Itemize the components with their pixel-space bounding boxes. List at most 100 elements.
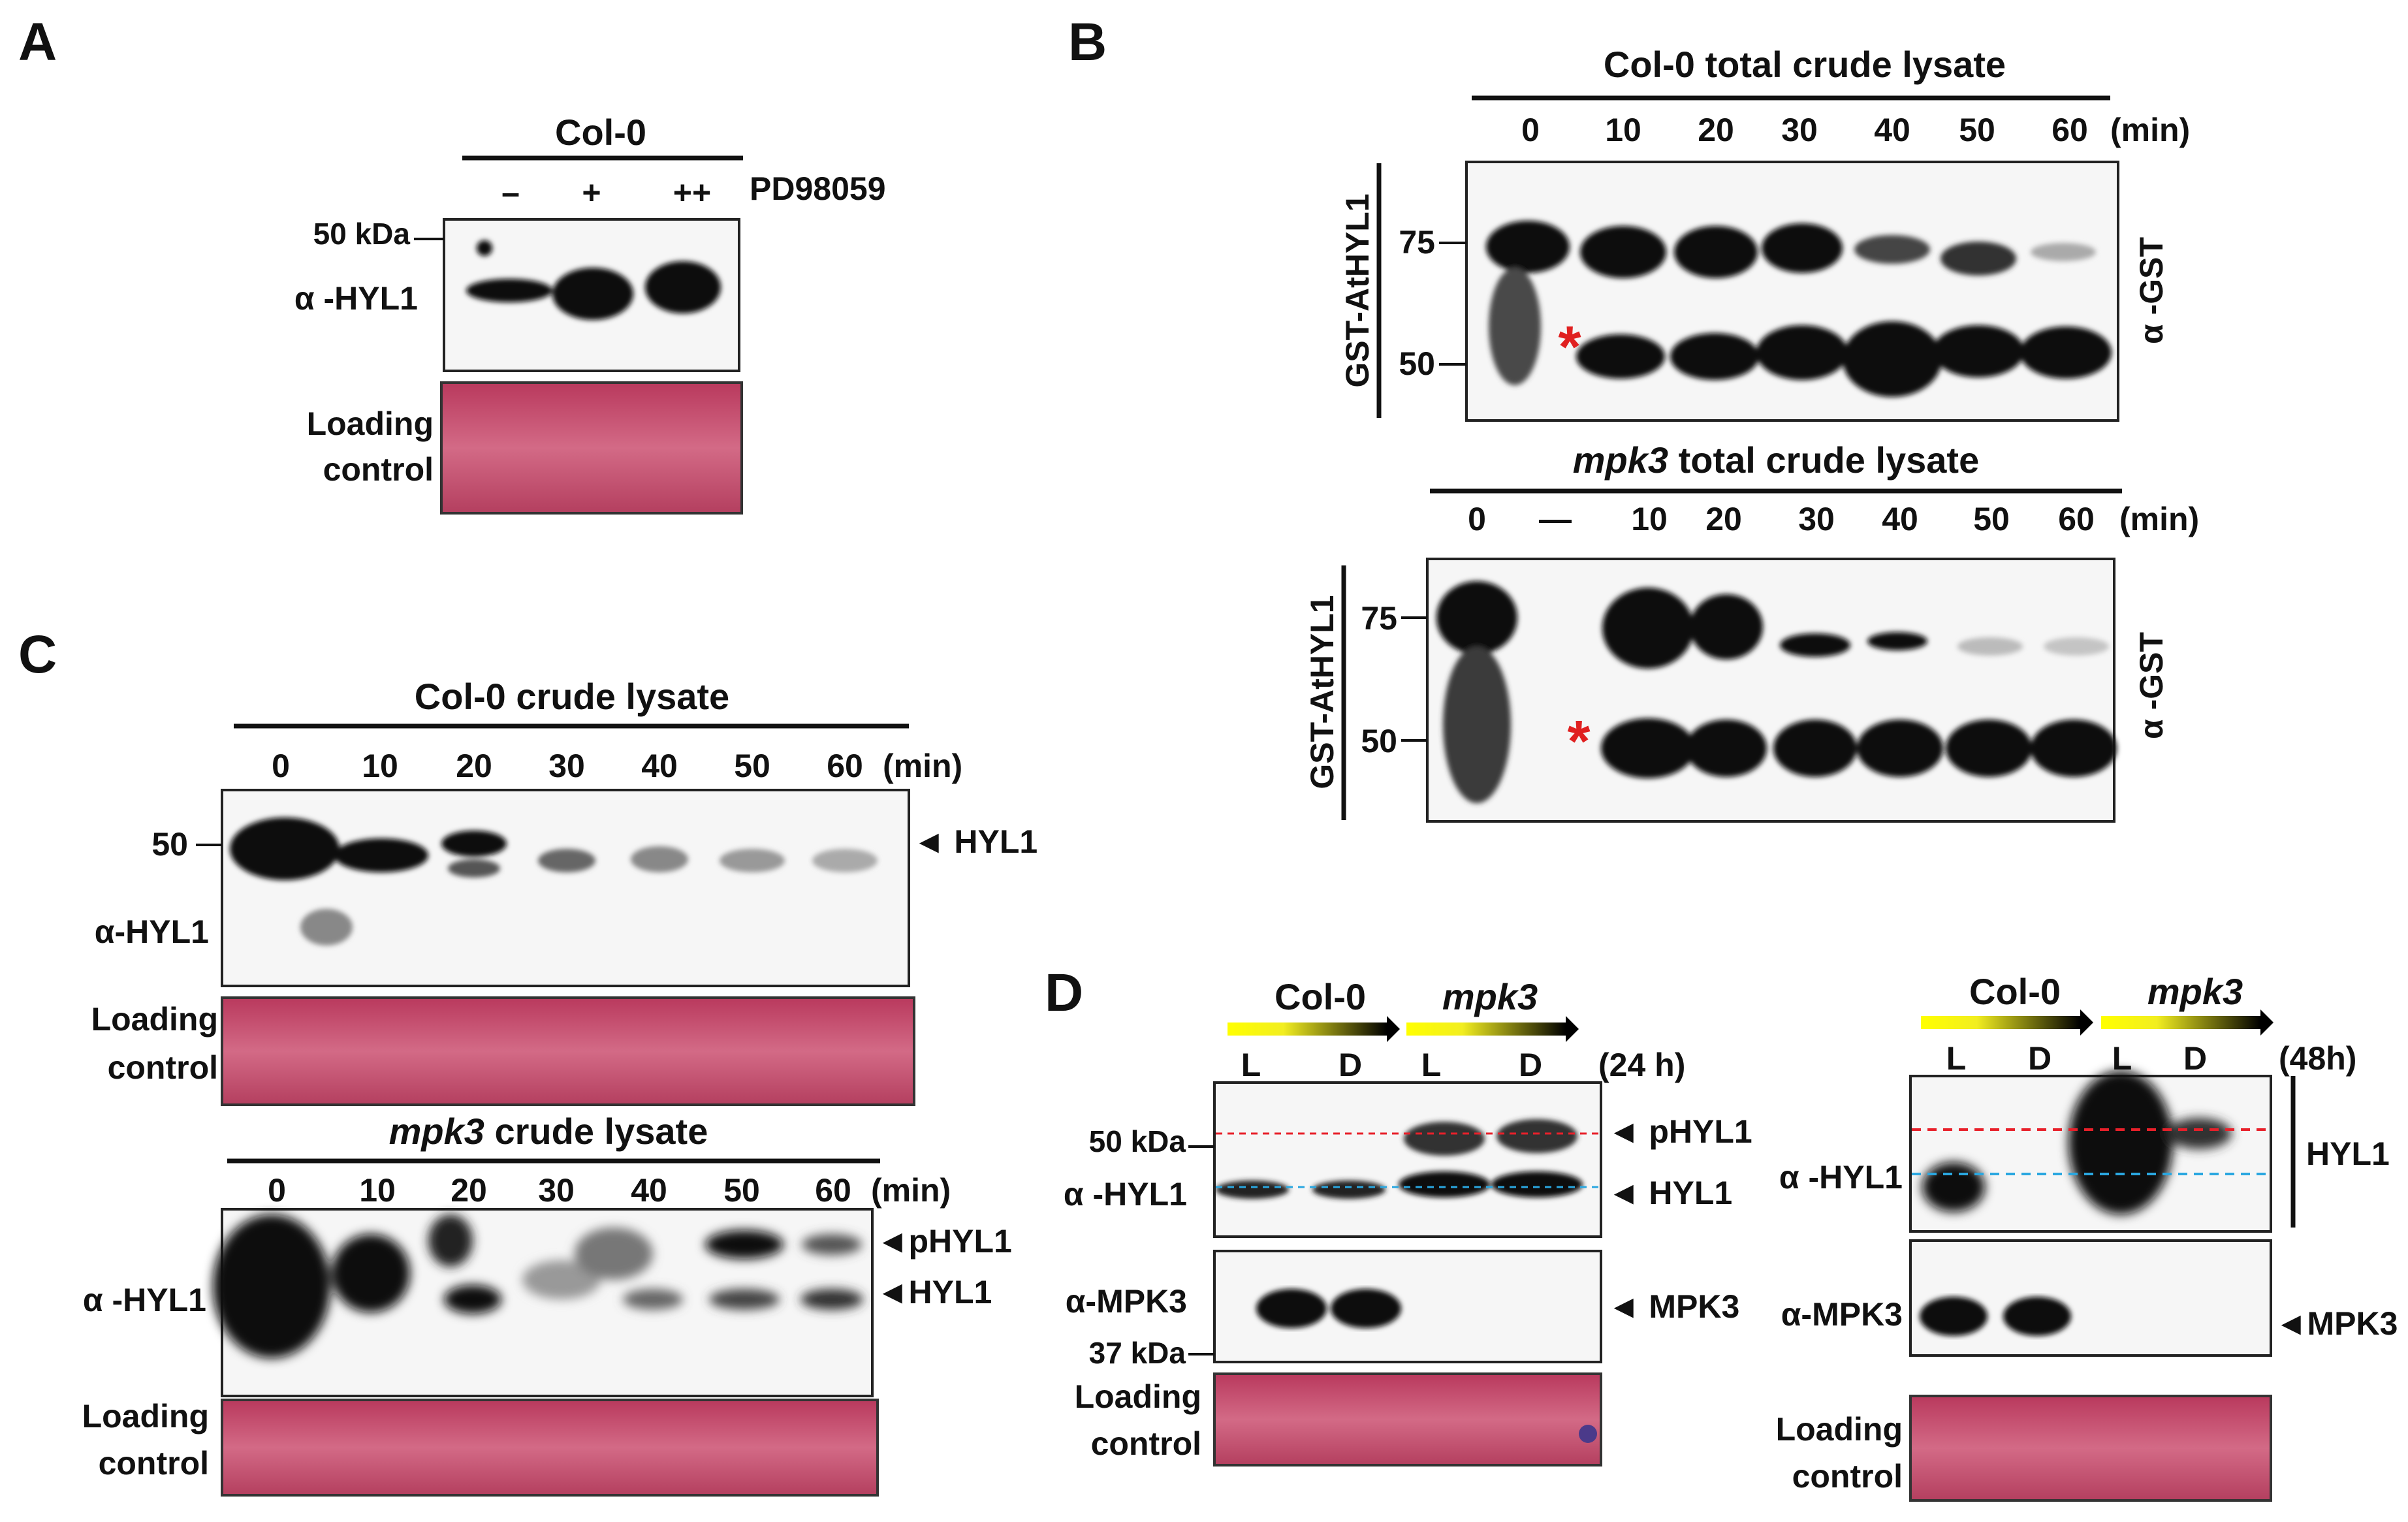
panel-b-bottom-lane-50: 50: [1973, 501, 2010, 537]
panel-b-top-bands: [1486, 221, 2112, 397]
band: [1686, 720, 1767, 777]
panel-a-loading-2: control: [323, 451, 434, 488]
panel-d-left-antibody-mpk3: α-MPK3: [1066, 1283, 1187, 1320]
band: [1399, 1171, 1490, 1197]
panel-d-left-ld-bar-mpk: [1406, 1023, 1566, 1036]
panel-b-bottom-lane-40: 40: [1882, 501, 1918, 537]
panel-c: C Col-0 crude lysate 0 10 20 30 40 50 60…: [18, 625, 1038, 1497]
panel-d-left-ld-arrow-mpk: [1566, 1016, 1579, 1042]
panel-d-right-geno-col: Col-0: [1969, 971, 2061, 1012]
band: [2031, 243, 2096, 261]
panel-d-left-lane-3: L: [1421, 1047, 1442, 1083]
panel-a-lane-1: –: [501, 174, 520, 211]
band: [1843, 321, 1942, 397]
panel-a-lane-3: ++: [673, 174, 711, 211]
panel-d-left-lane-4: D: [1519, 1047, 1542, 1083]
panel-d-left-loading-1: Loading: [1075, 1378, 1201, 1415]
panel-b-top-lane-unit: (min): [2110, 112, 2190, 148]
panel-b-top-marker-50: 50: [1399, 345, 1435, 382]
band: [1867, 632, 1927, 650]
band: [1756, 325, 1848, 380]
panel-c-marker: 50: [151, 826, 188, 863]
panel-a-band-3: [645, 261, 721, 313]
panel-d-left-ld-bar-col: [1228, 1023, 1387, 1036]
panel-d-left-band-phyl1: ◄ pHYL1: [1608, 1113, 1752, 1150]
panel-d-left-stain-spot: [1579, 1425, 1597, 1443]
panel-c-top-lane-10: 10: [362, 748, 398, 784]
band: [709, 1289, 780, 1310]
band: [1580, 226, 1666, 278]
panel-c-top-lane-0: 0: [272, 748, 290, 784]
panel-d-left-hyl1-blot: [1213, 1081, 1602, 1238]
panel-c-bottom-loading-2: control: [99, 1445, 209, 1482]
panel-c-top-lanes: 0 10 20 30 40 50 60 (min): [272, 748, 962, 784]
band: [444, 1285, 501, 1314]
panel-b-top-blot: [1465, 161, 2119, 422]
band: [1601, 718, 1695, 778]
panel-d-right-lane-1: L: [1946, 1040, 1967, 1077]
panel-d: D Col-0 mpk3 L D L D (24 h): [1045, 963, 2398, 1502]
panel-b-top-title: Col-0 total crude lysate: [1604, 44, 2006, 85]
band: [428, 1214, 473, 1267]
band: [1941, 242, 2016, 276]
band: [2020, 326, 2112, 379]
panel-b-bottom-lanes: 0 — 10 20 30 40 50 60 (min): [1468, 501, 2199, 537]
panel-c-bottom-lane-0: 0: [268, 1172, 286, 1209]
panel-d-right-loading-2: control: [1792, 1458, 1903, 1495]
panel-a-band-1: [466, 279, 552, 302]
band: [448, 859, 500, 878]
band: [1922, 1162, 1985, 1212]
band: [230, 817, 340, 880]
band: [1576, 334, 1665, 379]
panel-b-top-lane-40: 40: [1874, 112, 1910, 148]
panel-c-top-loading-1: Loading: [91, 1001, 218, 1038]
band: [2068, 1071, 2173, 1214]
panel-d-right-side-hyl1: HYL1: [2306, 1135, 2390, 1172]
panel-a: A Col-0 – + ++ PD98059 50 kDa α -HYL1 Lo…: [18, 12, 886, 515]
panel-b-bottom-side-label: GST-AtHYL1: [1304, 595, 1340, 789]
panel-b-top-lane-10: 10: [1605, 112, 1641, 148]
panel-c-bottom-title-rest: crude lysate: [484, 1111, 708, 1152]
band: [802, 1234, 862, 1255]
panel-c-bottom-antibody: α -HYL1: [83, 1282, 206, 1318]
panel-c-top-lane-40: 40: [641, 748, 678, 784]
panel-b-top-lane-20: 20: [1698, 112, 1734, 148]
panel-d-right-lane-4: D: [2183, 1040, 2207, 1077]
panel-c-top-loading-2: control: [108, 1049, 218, 1086]
panel-d-right-ld-bar-col: [1921, 1016, 2080, 1029]
band: [538, 849, 595, 872]
panel-c-bottom-lane-unit: (min): [871, 1172, 951, 1209]
panel-d-left-hyl1-bands: [1216, 1119, 1583, 1199]
panel-b-bottom-antibody: α -GST: [2133, 632, 2170, 739]
panel-b-top-antibody: α -GST: [2133, 237, 2170, 344]
panel-letter-b: B: [1068, 12, 1107, 72]
band: [575, 1228, 653, 1280]
panel-d-right-loading-1: Loading: [1776, 1411, 1903, 1448]
panel-d-left-marker-50: 50 kDa: [1089, 1124, 1186, 1158]
band: [1854, 235, 1930, 264]
panel-d-left-antibody-hyl1: α -HYL1: [1064, 1176, 1187, 1213]
panel-b-bottom-lane-20: 20: [1705, 501, 1742, 537]
band: [1780, 633, 1850, 657]
panel-a-treatment: PD98059: [750, 170, 886, 207]
panel-c-top-title: Col-0 crude lysate: [415, 676, 729, 717]
panel-d-left-band-mpk3: ◄ MPK3: [1608, 1288, 1739, 1325]
panel-d-right-mpk3-blot: [1909, 1239, 2272, 1357]
panel-c-bottom-title-italic: mpk3: [389, 1111, 484, 1152]
panel-d-right-loading-control: [1909, 1395, 2272, 1502]
panel-b-bottom-lane-0: 0: [1468, 501, 1486, 537]
panel-c-band-hyl1-bottom: ◄HYL1: [876, 1274, 992, 1310]
panel-d-right: Col-0 mpk3 L D L D (48h) α -HYL1 HYL1: [1776, 971, 2398, 1502]
band: [1690, 594, 1763, 659]
panel-d-left-geno-col: Col-0: [1275, 976, 1366, 1017]
panel-d-right-hyl1-bands: [1922, 1071, 2232, 1214]
panel-c-bottom-loading-1: Loading: [82, 1398, 209, 1435]
panel-letter-c: C: [18, 625, 57, 684]
panel-a-marker: 50 kDa: [313, 217, 411, 251]
panel-c-bottom-loading-control: [221, 1399, 879, 1497]
panel-b-bottom-lane-60: 60: [2058, 501, 2095, 537]
panel-d-right-lane-3: L: [2112, 1040, 2132, 1077]
panel-d-left: Col-0 mpk3 L D L D (24 h) 50 kDa: [1064, 976, 1752, 1467]
panel-d-right-antibody-mpk3: α-MPK3: [1781, 1296, 1903, 1333]
panel-b-top-side-label: GST-AtHYL1: [1339, 193, 1376, 387]
